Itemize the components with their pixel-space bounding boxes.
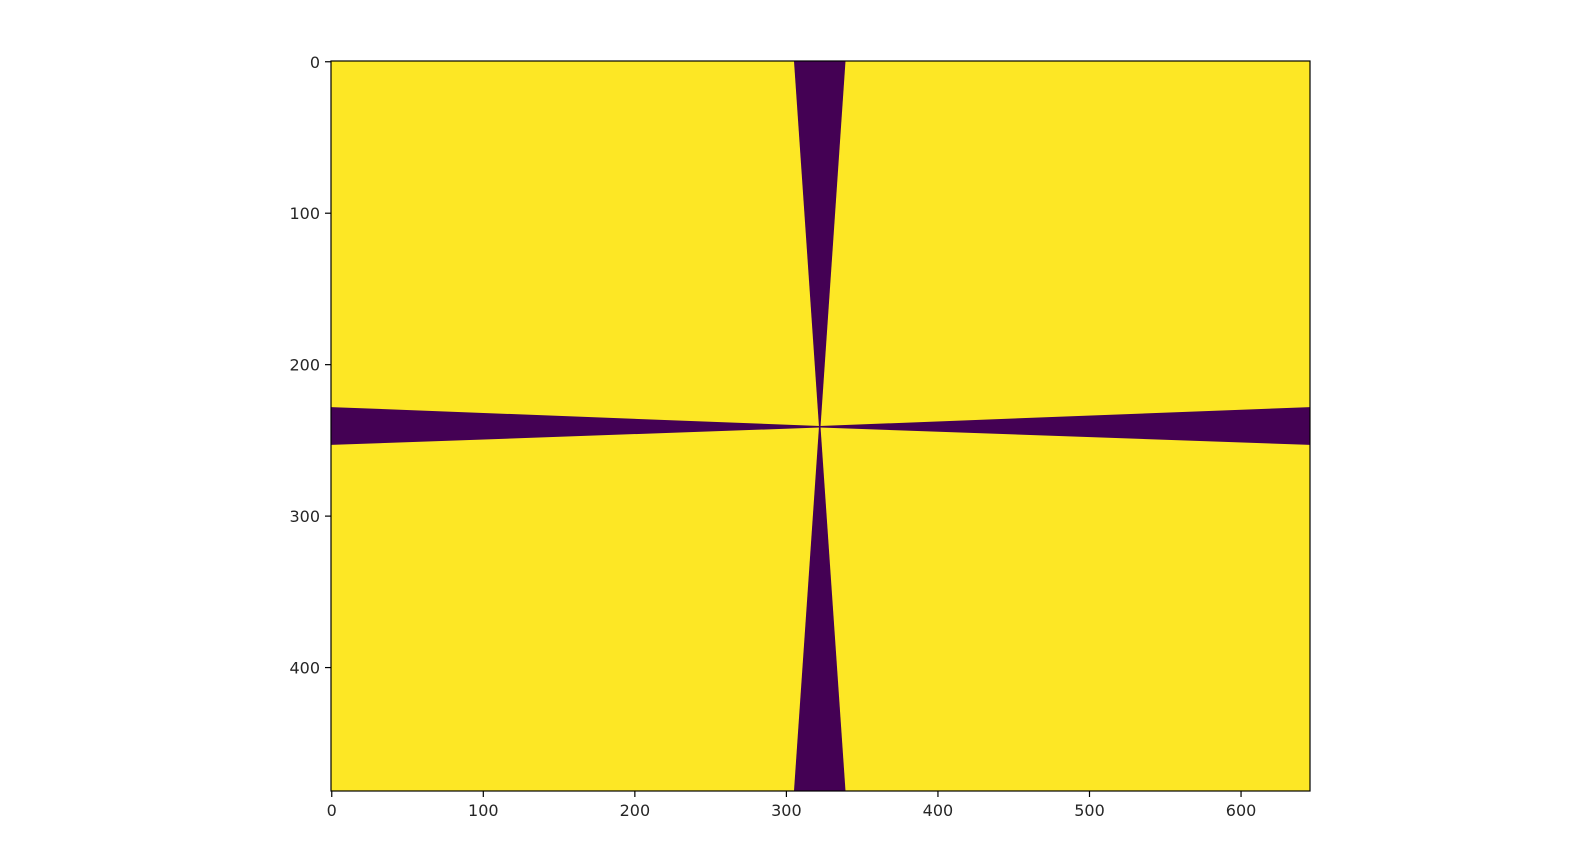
y-tick-label: 0 <box>310 53 320 72</box>
x-tick-label: 300 <box>771 801 802 820</box>
x-tick-label: 0 <box>327 801 337 820</box>
plot-frame <box>330 60 1311 792</box>
wedge-right <box>819 407 1310 445</box>
x-tick-label: 500 <box>1074 801 1105 820</box>
y-tick-label: 300 <box>289 507 320 526</box>
x-axis: 0 100 200 300 400 500 600 <box>327 791 1257 820</box>
heatmap-image <box>331 61 1310 791</box>
x-tick-label: 400 <box>923 801 954 820</box>
wedge-left <box>331 407 820 445</box>
x-tick-label: 200 <box>620 801 651 820</box>
y-tick-label: 200 <box>289 356 320 375</box>
wedge-bottom <box>793 426 846 791</box>
y-tick-label: 100 <box>289 204 320 223</box>
wedge-top <box>793 61 846 427</box>
y-tick-label: 400 <box>289 659 320 678</box>
x-tick-label: 600 <box>1226 801 1257 820</box>
y-axis: 0 100 200 300 400 <box>289 53 331 678</box>
x-tick-label: 100 <box>468 801 499 820</box>
